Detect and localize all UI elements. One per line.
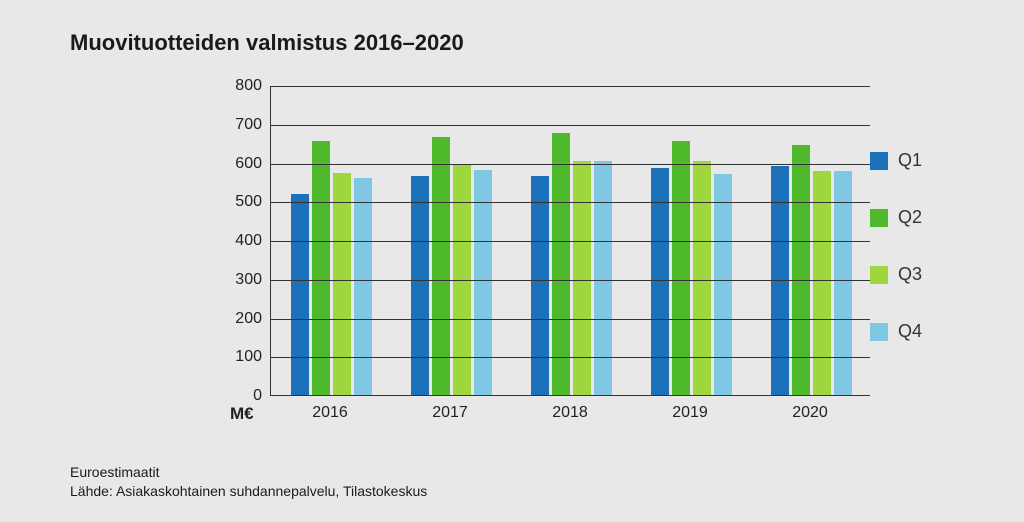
y-tick-label: 200 <box>235 310 262 328</box>
bar <box>552 133 570 395</box>
gridline <box>271 125 870 126</box>
bar <box>291 194 309 396</box>
gridline <box>271 86 870 87</box>
bar <box>573 161 591 395</box>
axis-unit-label: M€ <box>230 404 254 454</box>
bar <box>693 161 711 395</box>
x-tick-label: 2016 <box>312 404 348 422</box>
legend-swatch <box>870 266 888 284</box>
chart: 0100200300400500600700800 M€ 20162017201… <box>220 86 920 426</box>
gridline <box>271 202 870 203</box>
chart-title: Muovituotteiden valmistus 2016–2020 <box>70 30 1024 56</box>
bar <box>714 174 732 395</box>
legend-item: Q3 <box>870 264 922 285</box>
y-axis-ticks: 0100200300400500600700800 <box>220 86 270 396</box>
legend-swatch <box>870 209 888 227</box>
footer-source: Lähde: Asiakaskohtainen suhdannepalvelu,… <box>70 482 427 502</box>
x-tick-label: 2020 <box>792 404 828 422</box>
gridline <box>271 319 870 320</box>
bar <box>411 176 429 395</box>
bar <box>333 173 351 395</box>
y-tick-label: 400 <box>235 232 262 250</box>
y-tick-label: 500 <box>235 193 262 211</box>
legend-label: Q1 <box>898 150 922 171</box>
gridline <box>271 280 870 281</box>
y-tick-label: 100 <box>235 348 262 366</box>
footer-note: Euroestimaatit <box>70 463 427 483</box>
y-tick-label: 300 <box>235 271 262 289</box>
plot-area <box>270 86 870 396</box>
legend-swatch <box>870 323 888 341</box>
bar <box>834 171 852 395</box>
chart-footer: Euroestimaatit Lähde: Asiakaskohtainen s… <box>70 463 427 502</box>
y-tick-label: 600 <box>235 155 262 173</box>
bar <box>354 178 372 395</box>
y-tick-label: 0 <box>253 387 262 405</box>
bar <box>594 161 612 395</box>
gridline <box>271 241 870 242</box>
bar <box>813 171 831 395</box>
x-axis-ticks: 2016 2017 2018 2019 2020 <box>270 396 870 426</box>
x-tick-label: 2019 <box>672 404 708 422</box>
legend: Q1 Q2 Q3 Q4 <box>870 150 922 342</box>
gridline <box>271 357 870 358</box>
bar <box>474 170 492 395</box>
legend-label: Q2 <box>898 207 922 228</box>
gridline <box>271 164 870 165</box>
chart-container: Muovituotteiden valmistus 2016–2020 0 100… <box>0 0 1024 522</box>
y-tick-label: 800 <box>235 77 262 95</box>
legend-item: Q1 <box>870 150 922 171</box>
legend-item: Q2 <box>870 207 922 228</box>
legend-item: Q4 <box>870 321 922 342</box>
x-tick-label: 2018 <box>552 404 588 422</box>
legend-label: Q4 <box>898 321 922 342</box>
legend-label: Q3 <box>898 264 922 285</box>
bar <box>531 176 549 395</box>
y-tick-label: 700 <box>235 116 262 134</box>
x-tick-label: 2017 <box>432 404 468 422</box>
legend-swatch <box>870 152 888 170</box>
